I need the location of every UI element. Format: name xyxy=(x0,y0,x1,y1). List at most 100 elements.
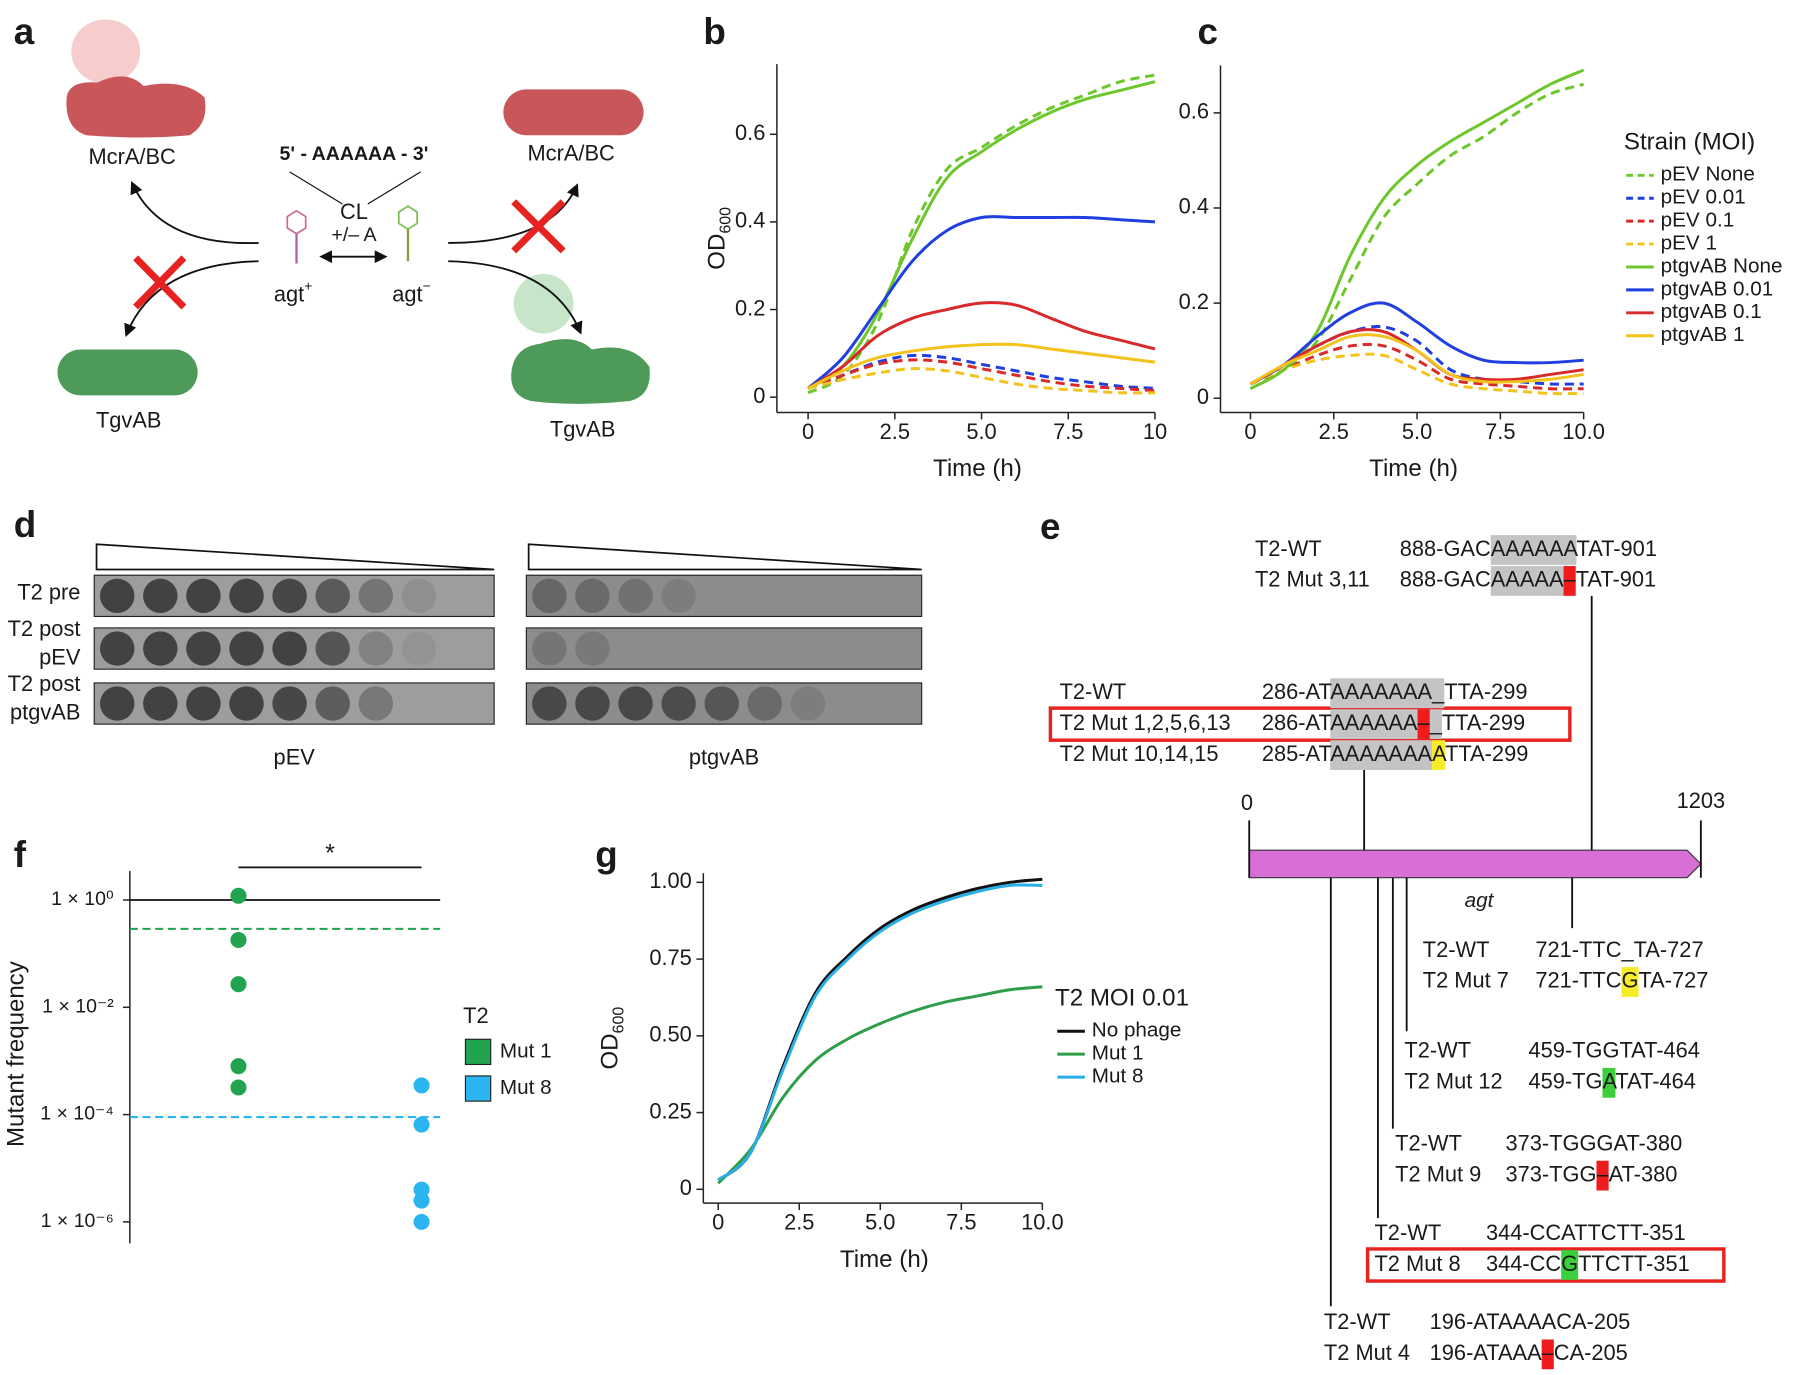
y-tick-label: 0 xyxy=(680,1175,692,1200)
plaque-spot xyxy=(272,578,307,614)
line-series xyxy=(807,80,1156,390)
sequence: 5' - AAAAAA - 3' xyxy=(280,143,429,165)
x-tick-label: 5.0 xyxy=(966,419,996,444)
strain-label: T2-WT xyxy=(1404,1038,1471,1063)
label: McrA/BC xyxy=(88,144,175,169)
cell xyxy=(503,89,644,136)
x-axis-label: Time (h) xyxy=(1369,455,1458,482)
x-tick-label: 5.0 xyxy=(865,1210,895,1235)
y-tick-label: 0 xyxy=(1197,384,1209,409)
legend-swatch xyxy=(464,1038,492,1066)
legend-label: Mut 1 xyxy=(1092,1042,1144,1065)
label: CL xyxy=(340,199,368,224)
y-tick-label: 0.6 xyxy=(1179,99,1209,124)
point xyxy=(230,1079,247,1096)
line-series xyxy=(1249,333,1584,386)
sequence: 196-ATAAA–CA-205 xyxy=(1430,1340,1628,1365)
row-label: pEV xyxy=(39,645,81,670)
plaque-spot xyxy=(315,578,350,614)
connector xyxy=(367,171,421,205)
legend-swatch xyxy=(464,1075,492,1102)
strain-label: T2 Mut 10,14,15 xyxy=(1060,741,1219,766)
label: TgvAB xyxy=(550,417,616,442)
plaque-spot xyxy=(186,631,221,666)
row-label: T2 pre xyxy=(17,579,80,604)
strain-label: T2 Mut 3,11 xyxy=(1255,567,1370,592)
panel-label: c xyxy=(1198,11,1218,52)
y-tick-label: 1 × 10⁰ xyxy=(51,888,114,910)
sequence-highlight xyxy=(1432,740,1446,770)
plaque-spot xyxy=(272,686,307,721)
plaque-spot xyxy=(143,686,178,721)
plaque-spot xyxy=(143,631,178,666)
plaque-strip xyxy=(525,627,923,670)
plaque-spot xyxy=(790,686,826,721)
plaque-spot xyxy=(575,686,610,721)
strain-label: T2-WT xyxy=(1423,937,1490,962)
plaque-spot xyxy=(401,578,437,614)
phage xyxy=(286,209,307,235)
panel-label: g xyxy=(595,834,617,875)
y-axis-label: 600 xyxy=(717,207,735,234)
sequence-highlight xyxy=(1417,709,1430,740)
sequence-highlight xyxy=(1621,967,1639,997)
label: McrA/BC xyxy=(528,140,615,165)
label: TgvAB xyxy=(96,407,162,432)
legend-title: T2 MOI 0.01 xyxy=(1055,985,1189,1012)
y-tick-label: 1.00 xyxy=(649,868,692,893)
line-series xyxy=(807,358,1156,393)
line-series xyxy=(717,877,1043,1182)
plaque-spot xyxy=(186,686,221,721)
legend-label: pEV 0.1 xyxy=(1661,209,1735,232)
plaque-spot xyxy=(618,578,653,614)
plaque-spot xyxy=(532,578,567,614)
plaque-spot xyxy=(315,686,350,721)
plaque-spot xyxy=(229,631,264,666)
y-tick-label: 1 × 10⁻² xyxy=(42,995,114,1017)
sequence: 373-TGG–AT-380 xyxy=(1505,1161,1677,1186)
dilution-wedge xyxy=(527,543,922,571)
x-tick-label: 5.0 xyxy=(1402,419,1432,444)
highlight-box xyxy=(1365,1247,1726,1283)
plaque-spot xyxy=(661,578,696,614)
plaque-spot xyxy=(704,686,739,721)
point xyxy=(230,931,247,948)
plaque-spot xyxy=(229,686,264,721)
sequence: 285-ATAAAAAAAATTA-299 xyxy=(1262,741,1529,766)
y-axis-label: 600 xyxy=(610,1007,628,1034)
y-tick-label: 0.4 xyxy=(735,208,765,233)
y-tick-label: 0.2 xyxy=(735,295,765,320)
legend-label: ptgvAB 0.1 xyxy=(1661,300,1762,323)
point xyxy=(413,1116,430,1133)
plaque-spot xyxy=(358,578,394,614)
panel-a: McrA/BC McrA/BC TgvAB TgvAB 5' - AAAAAA … xyxy=(57,19,650,442)
point xyxy=(230,887,247,904)
sequence-highlight xyxy=(1541,1339,1554,1370)
sequence: 888-GACAAAAAATAT-901 xyxy=(1400,536,1657,561)
plaque-spot xyxy=(575,578,610,614)
legend-label: pEV None xyxy=(1661,163,1755,186)
sequence-highlight xyxy=(1561,1250,1579,1280)
label: +/– A xyxy=(331,224,376,246)
y-axis-label: OD xyxy=(704,234,731,270)
strain-label: T2 Mut 9 xyxy=(1395,1161,1481,1186)
plaque-spot xyxy=(272,631,307,666)
plaque-spot xyxy=(532,631,567,666)
line-series xyxy=(807,353,1156,390)
strain-label: T2 Mut 8 xyxy=(1374,1251,1460,1276)
plaque-spot xyxy=(575,631,610,666)
label: agt xyxy=(274,281,304,306)
strain-label: T2-WT xyxy=(1374,1220,1441,1245)
sequence: 721-TTC_TA-727 xyxy=(1535,937,1703,962)
sequence-highlight xyxy=(1490,566,1564,596)
plaque-spot xyxy=(99,631,135,666)
legend-label: Mut 8 xyxy=(500,1076,552,1099)
x-tick-label: 7.5 xyxy=(1053,419,1083,444)
x-tick-label: 10.0 xyxy=(1562,419,1605,444)
legend-label: ptgvAB None xyxy=(1661,254,1783,277)
sequence: 459-TGATAT-464 xyxy=(1528,1069,1695,1094)
plaque-spot xyxy=(99,686,135,721)
x-tick-label: 2.5 xyxy=(880,419,910,444)
